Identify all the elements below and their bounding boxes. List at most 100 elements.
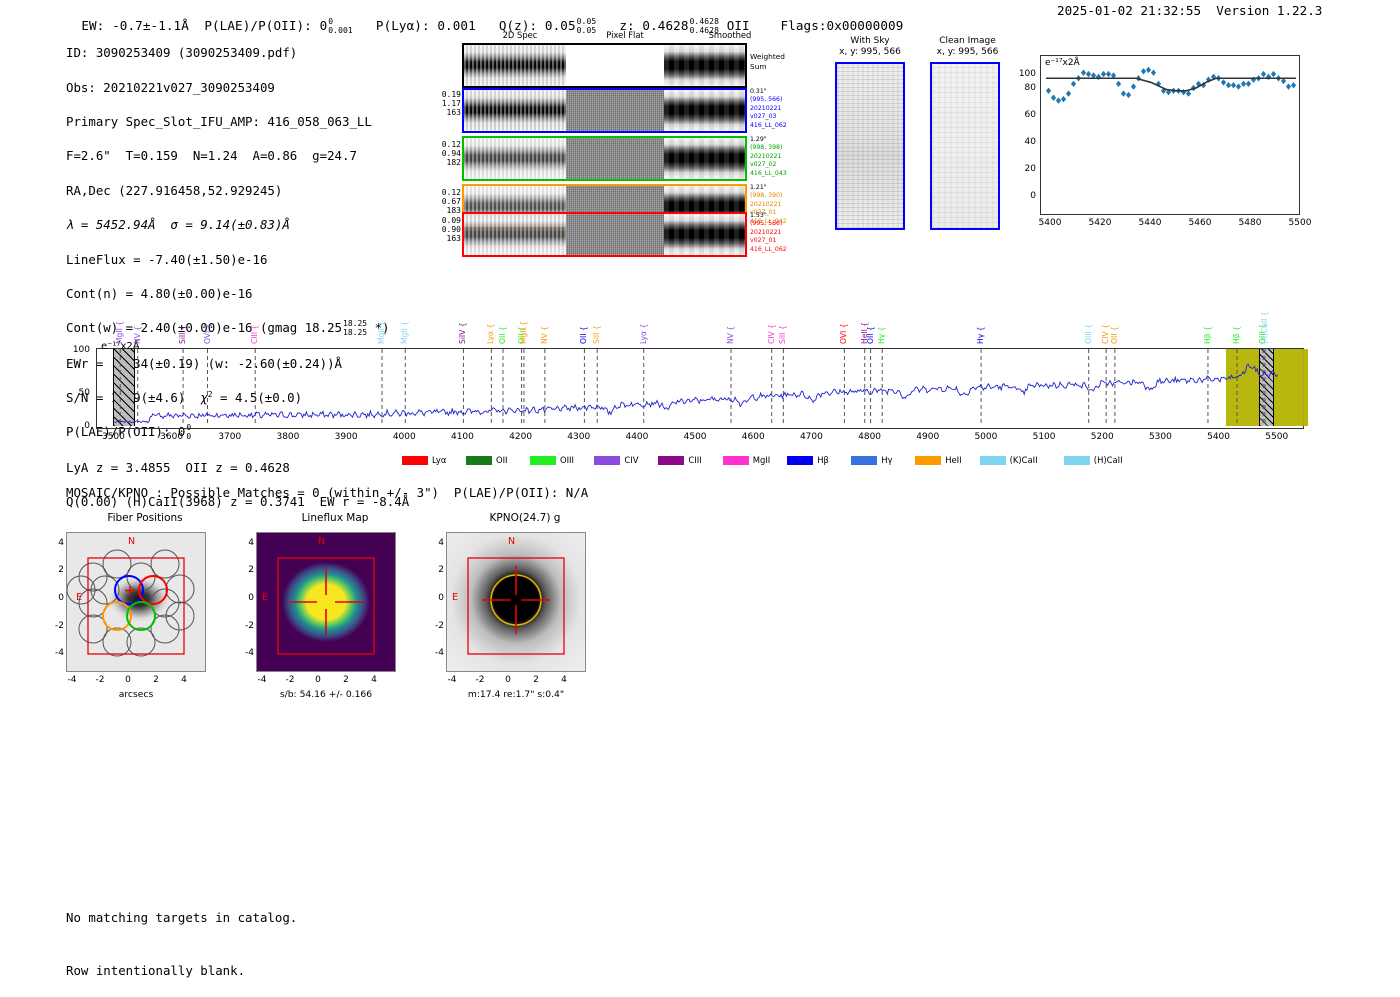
line-label-civ-17: CIV { [766,324,776,344]
kpno-xtick-2: 2 [533,675,539,685]
line-label-mgii-5: MgII { [377,320,386,344]
continuum-fit-annotation: e⁻¹⁷x2Å [1045,58,1080,68]
fiber-ytick-m2: -2 [55,621,64,631]
kpno-ytick-2: 2 [438,565,444,575]
line-label-oii-13: OII { [579,326,589,344]
legend-swatch-lyα [402,456,428,465]
clean-image-cutout [930,62,1000,230]
row-3-meta: 1.21" (998, 390) 20210221 v027_01 416_LL… [750,184,787,225]
row-1-2dspec [464,90,566,131]
header-z-frac: 0.4628 0.4628 [689,17,719,35]
fiber-east-label: E [76,592,83,603]
fiber-xtick-m4: -4 [67,675,77,685]
legend-label-ciii: CIII [688,455,702,465]
lineflux-xtick-0: 0 [315,675,321,685]
main-xtick-4500: 4500 [683,432,707,442]
lineflux-east-label: E [262,592,269,603]
line-label-oii-9: OII { [497,326,507,344]
main-spectrum-axes: e⁻¹⁷x2Å [96,341,1308,429]
legend-label-kcaii: (K)CaII [1009,455,1038,465]
header-plya: P(Lyα): 0.001 [375,18,476,33]
legend-label-civ: CIV [624,455,639,465]
row-2-2dspec [464,138,566,179]
xtick-5480: 5480 [1238,218,1262,228]
line-label-hβ-27: Hβ { [1202,326,1212,344]
clean-image-title: Clean Image x, y: 995, 566 [936,36,999,57]
fiber-north-label: N [128,536,136,547]
continuum-fit-axes: e⁻¹⁷x2Å [1040,55,1300,215]
kpno-north-label: N [508,536,516,547]
main-xtick-3700: 3700 [218,432,242,442]
info-quality: Q(0.00) (H)CaII(3968) z = 0.3741 EW r = … [66,494,410,510]
panel-title-fiber-positions: Fiber Positions [107,512,183,524]
ytick-80: 80 [1024,83,1036,93]
column-title-pixelflat: Pixel Flat [606,30,644,40]
main-spectrum-annotation: e⁻¹⁷x2Å [101,341,140,352]
header-z-species: OII [726,18,750,33]
line-label-oii-26: OII { [1109,326,1119,344]
xtick-5420: 5420 [1088,218,1112,228]
info-seeing-params: F=2.6" T=0.159 N=1.24 A=0.86 g=24.7 [66,148,357,164]
row-1-smoothed [664,90,745,131]
mosaic-headline: MOSAIC/KPNO : Possible Matches = 0 (with… [66,485,589,500]
info-redshifts: LyA z = 3.4855 OII z = 0.4628 [66,459,290,475]
legend-label-lyα: Lyα [432,455,447,465]
row-2-smoothed [664,138,745,179]
row-1-meta: 0.31" (995, 566) 20210221 v027_03 416_LL… [750,88,787,129]
main-xtick-5400: 5400 [1207,432,1231,442]
header-ew: EW: -0.7±-1.1Å [81,18,189,33]
ytick-0: 0 [1030,191,1036,201]
info-radec: RA,Dec (227.916458,52.929245) [66,182,283,198]
kpno-xtick-m4: -4 [447,675,457,685]
main-spectrum-svg [114,349,1279,426]
ytick-100: 100 [1018,69,1036,79]
main-xtick-3600: 3600 [160,432,184,442]
line-label-ovi-19: OVI { [839,323,849,344]
object-info-block: ID: 3090253409 (3090253409.pdf) Obs: 202… [66,27,409,527]
main-xtick-5000: 5000 [974,432,998,442]
column-title-smoothed: Smoothed [708,30,752,40]
legend-swatch-civ [594,456,621,465]
lineflux-ytick-0: 0 [248,593,254,603]
main-xtick-4800: 4800 [858,432,882,442]
line-label-civ-25: CIV { [1101,324,1111,344]
panel-title-lineflux-map: Lineflux Map [301,512,369,524]
legend-swatch-hβ [787,456,814,465]
info-primary-spec: Primary Spec_Slot_IFU_AMP: 416_058_063_L… [66,114,372,130]
main-xtick-3500: 3500 [101,432,125,442]
row-2-meta: 1.29" (998, 398) 20210221 v027_02 416_LL… [750,136,787,177]
legend-swatch-oiii [530,456,556,465]
legend-swatch-kcaii [979,456,1006,465]
lineflux-map-image [256,532,396,672]
fiber-overlay-svg [67,549,195,657]
fiber-xtick-2: 2 [153,675,159,685]
legend-label-oii: OII [496,455,508,465]
legend-label-hβ: Hβ [817,455,829,465]
panel-title-kpno: KPNO(24.7) g [489,512,561,524]
spec-row-4 [462,212,747,257]
main-xtick-4600: 4600 [741,432,765,442]
line-label-oii-21: OII { [865,326,875,344]
weighted-sum-2dspec [464,45,566,86]
header-flags: Flags:0x00000009 [780,18,904,33]
weighted-sum-label: Weighted Sum [750,52,785,71]
legend-swatch-hγ [851,456,878,465]
row-3-stats: 0.12 0.67 183 [441,188,461,216]
row-4-meta: 1.53" (995, 566) 20210221 v027_01 416_LL… [750,212,787,253]
header-plae-label: P(LAE)/P(OII): [204,18,312,33]
lineflux-ytick-m4: -4 [245,648,254,658]
weighted-sum-pixelflat [566,45,664,86]
footer-line-1: No matching targets in catalog. [66,910,298,925]
main-xtick-5200: 5200 [1090,432,1114,442]
kpno-image [446,532,586,672]
fiber-ytick-m4: -4 [55,648,64,658]
main-xtick-5300: 5300 [1148,432,1172,442]
line-label-nv-16: NV { [725,325,735,344]
kpno-xtick-0: 0 [505,675,511,685]
legend-label-heii: HeII [945,455,962,465]
line-label-mgii-0: MgII { [115,320,125,344]
lineflux-north-label: N [318,536,326,547]
footer-line-2: Row intentionally blank. [66,962,246,978]
info-id: ID: 3090253409 (3090253409.pdf) [66,45,298,61]
